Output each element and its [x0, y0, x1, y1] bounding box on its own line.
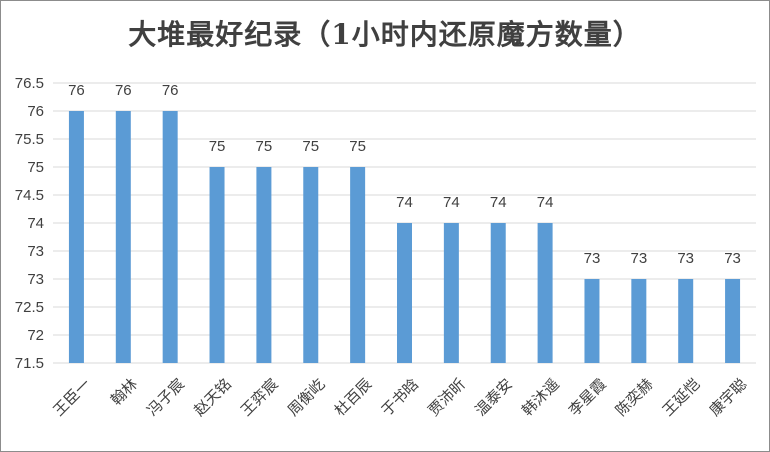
- data-labels: 76 76 76 75 75 75 75 74 74 74 74 73 73 73 73: [68, 82, 741, 267]
- data-label: 75: [256, 138, 273, 155]
- bar: [68, 111, 84, 363]
- data-label: 73: [630, 250, 647, 267]
- category-label: 陈奕赫: [612, 375, 657, 420]
- bar: [584, 279, 600, 363]
- data-label: 75: [209, 138, 226, 155]
- category-label: 王延恺: [659, 375, 704, 420]
- category-label: 王弈宸: [237, 375, 282, 420]
- data-label: 74: [396, 194, 413, 211]
- bar: [162, 111, 178, 363]
- data-label: 74: [537, 194, 554, 211]
- y-tick-label: 76.5: [15, 75, 44, 92]
- category-label: 康宇聪: [706, 375, 751, 420]
- bar: [725, 279, 741, 363]
- bar: [537, 223, 553, 363]
- y-tick-label: 75: [27, 159, 44, 176]
- y-tick-label: 71.5: [15, 355, 44, 372]
- data-label: 76: [115, 82, 132, 99]
- y-tick-label: 74: [27, 215, 44, 232]
- bar: [397, 223, 412, 363]
- category-label: 冯子宸: [143, 375, 188, 420]
- y-tick-label: 75.5: [15, 131, 44, 148]
- bar: [678, 279, 694, 363]
- data-label: 75: [349, 138, 366, 155]
- category-label: 周衡屹: [284, 375, 329, 420]
- category-label: 韩沐遥: [518, 375, 563, 420]
- data-label: 74: [490, 194, 507, 211]
- bars: [68, 111, 741, 363]
- y-tick-label: 73: [27, 271, 44, 288]
- data-label: 73: [584, 250, 601, 267]
- data-label: 73: [724, 250, 741, 267]
- y-tick-label: 72.5: [15, 299, 44, 316]
- data-label: 75: [302, 138, 319, 155]
- category-label: 王臣一: [50, 375, 95, 420]
- category-label: 杜百辰: [331, 375, 376, 420]
- bar: [443, 223, 459, 363]
- bar: [631, 279, 647, 363]
- bar: [256, 167, 272, 363]
- y-tick-label: 76: [27, 103, 44, 120]
- category-label: 赵天铭: [190, 375, 235, 420]
- bar: [209, 167, 225, 363]
- y-tick-label: 73: [27, 243, 44, 260]
- category-label: 李星霞: [565, 375, 610, 420]
- data-label: 73: [677, 250, 694, 267]
- y-tick-label: 74.5: [15, 187, 44, 204]
- bar: [490, 223, 506, 363]
- data-label: 74: [443, 194, 460, 211]
- bar: [350, 167, 366, 363]
- bar: [303, 167, 319, 363]
- category-label: 贾沛昕: [425, 375, 470, 420]
- data-label: 76: [162, 82, 179, 99]
- data-label: 76: [68, 82, 85, 99]
- category-label: 温泰安: [471, 375, 516, 420]
- bar: [115, 111, 131, 363]
- category-label: 翰林: [107, 375, 141, 409]
- y-axis-ticks: 71.5 72 72.5 73 73 74 74.5 75 75.5 76 76.5: [15, 75, 44, 372]
- y-tick-label: 72: [27, 327, 44, 344]
- chart-title: 大堆最好纪录（1小时内还原魔方数量）: [128, 18, 642, 51]
- category-label: 于书晗: [378, 375, 423, 420]
- category-labels: 王臣一 翰林 冯子宸 赵天铭 王弈宸 周衡屹 杜百辰 于书晗 贾沛昕 温泰安 韩沐遥 李星霞 陈奕赫 王延…: [50, 375, 751, 420]
